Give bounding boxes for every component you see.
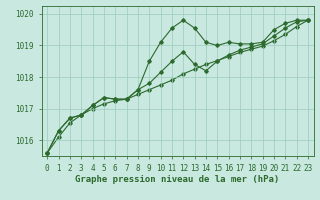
X-axis label: Graphe pression niveau de la mer (hPa): Graphe pression niveau de la mer (hPa)	[76, 175, 280, 184]
